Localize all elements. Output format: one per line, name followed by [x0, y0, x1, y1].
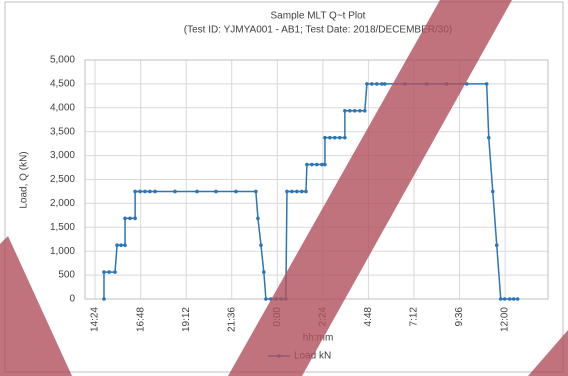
y-tick-label: 1,000 [50, 246, 75, 257]
data-point [304, 189, 308, 194]
data-point [323, 135, 327, 140]
data-point [502, 297, 507, 301]
x-tick-label: 9:36 [454, 307, 465, 327]
x-tick-label: 7:12 [409, 307, 420, 327]
data-point [494, 243, 499, 248]
data-point [498, 297, 503, 301]
data-point [254, 189, 258, 194]
data-point [113, 270, 117, 274]
chart-title: Sample MLT Q~t Plot [271, 11, 366, 22]
data-point [102, 270, 106, 274]
y-tick-label: 1,500 [50, 222, 75, 233]
data-point [305, 162, 309, 167]
data-point [195, 189, 199, 194]
data-point [299, 189, 304, 194]
chart-subtitle: (Test ID: YJMYA001 - AB1; Test Date: 201… [184, 25, 452, 36]
x-tick-label: 16:48 [135, 307, 146, 332]
data-point [348, 108, 352, 113]
y-tick-label: 4,500 [50, 79, 75, 90]
data-point [484, 82, 489, 86]
data-point [370, 82, 374, 86]
data-point [133, 189, 137, 194]
data-point [515, 297, 520, 301]
y-axis-label: Load, Q (kN) [19, 151, 30, 208]
data-point [262, 270, 266, 274]
data-point [285, 189, 289, 194]
y-tick-label: 4,000 [50, 102, 75, 113]
y-tick-label: 2,000 [50, 198, 75, 209]
data-point [143, 189, 147, 194]
data-point [133, 216, 137, 221]
data-point [107, 270, 111, 274]
data-point [363, 108, 367, 113]
y-tick-label: 500 [58, 270, 75, 281]
data-point [290, 189, 294, 194]
data-point [337, 135, 342, 140]
y-tick-label: 5,000 [50, 55, 75, 66]
data-point [333, 135, 337, 140]
data-point [214, 189, 218, 194]
data-point [486, 135, 491, 140]
watermark-band [228, 0, 512, 376]
data-point [115, 243, 119, 248]
data-point [234, 189, 238, 194]
y-tick-label: 0 [69, 294, 75, 305]
data-point [490, 189, 495, 194]
data-point [382, 82, 387, 86]
data-point [295, 189, 299, 194]
data-point [123, 216, 127, 221]
data-point [148, 189, 152, 194]
data-point [380, 82, 384, 86]
data-point [310, 162, 314, 167]
x-tick-label: 21:36 [226, 307, 237, 332]
watermark-band [528, 330, 568, 376]
data-point [464, 82, 469, 86]
data-point [358, 108, 362, 113]
data-point [343, 108, 347, 113]
x-tick-label: 14:24 [90, 307, 101, 332]
watermark-band [0, 236, 72, 376]
data-point [123, 243, 127, 248]
data-point [256, 216, 260, 221]
data-point [511, 297, 516, 301]
y-tick-label: 2,500 [50, 174, 75, 185]
data-point [259, 243, 263, 248]
data-point [507, 297, 512, 301]
x-tick-label: 19:12 [181, 307, 192, 332]
data-point [128, 216, 132, 221]
data-point [264, 297, 268, 301]
data-point [102, 297, 106, 301]
data-point [153, 189, 157, 194]
data-point [365, 82, 369, 86]
y-tick-label: 3,000 [50, 150, 75, 161]
x-tick-label: 4:48 [363, 307, 374, 327]
data-point [138, 189, 142, 194]
data-point [343, 135, 347, 140]
x-tick-label: 12:00 [500, 307, 511, 332]
data-point [352, 108, 357, 113]
y-tick-label: 3,500 [50, 126, 75, 137]
data-point [314, 162, 319, 167]
data-point [323, 162, 327, 167]
data-point [328, 135, 332, 140]
data-point [119, 243, 123, 248]
data-point [173, 189, 177, 194]
data-point [320, 162, 324, 167]
data-point [374, 82, 379, 86]
